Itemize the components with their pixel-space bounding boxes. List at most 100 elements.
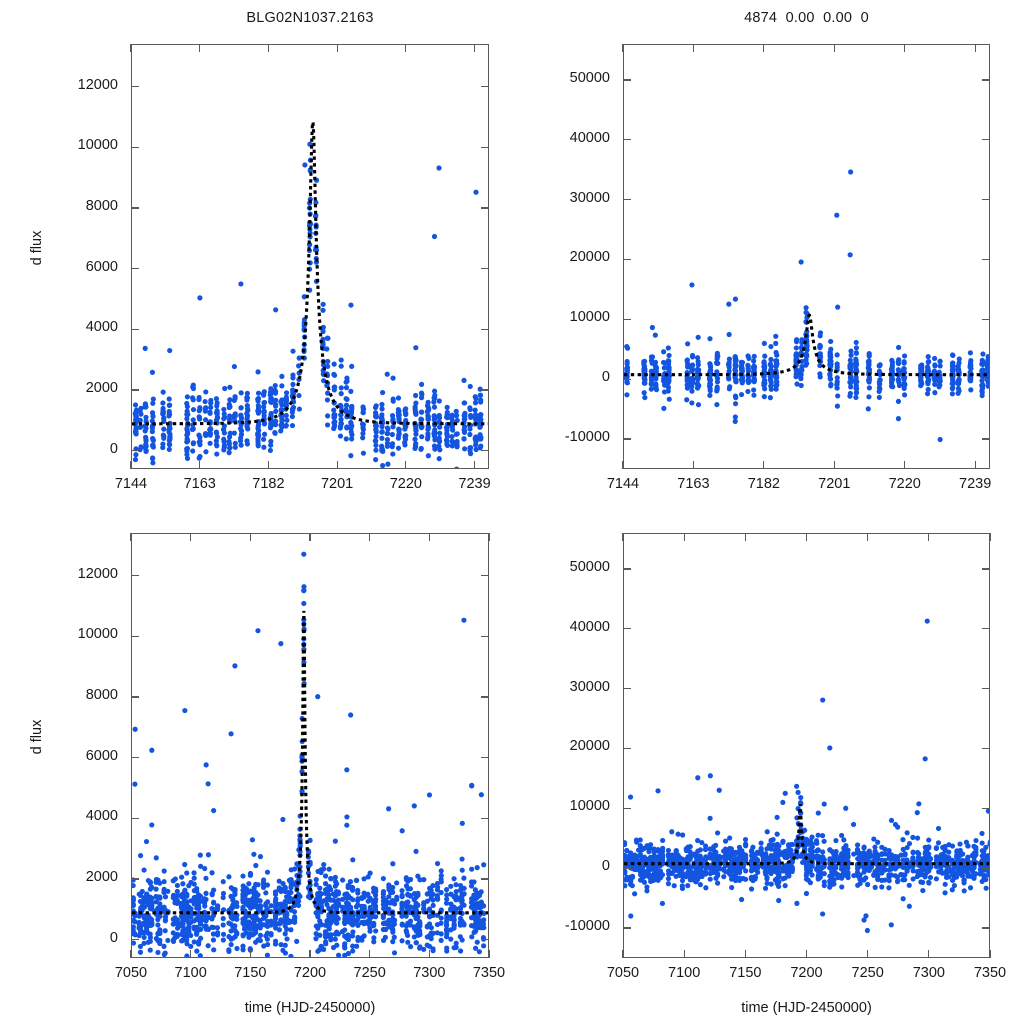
y-tick-mark [481, 939, 489, 941]
x-tick-mark [622, 533, 624, 541]
y-tick-mark [481, 574, 489, 577]
x-tick-mark [683, 950, 685, 958]
y-axis-title-top-left: d flux [29, 230, 45, 266]
x-tick-mark [622, 44, 624, 52]
x-tick-mark [249, 533, 251, 541]
y-tick-mark [623, 688, 631, 690]
x-tick-mark [473, 44, 476, 52]
x-tick-label: 7144 [606, 476, 640, 492]
y-tick-mark [131, 635, 139, 637]
x-tick-mark [989, 950, 991, 958]
y-tick-mark [131, 146, 139, 148]
x-tick-mark [867, 950, 869, 958]
x-tick-label: 7050 [114, 965, 148, 981]
y-tick-label: 0 [109, 929, 118, 946]
y-tick-mark [623, 867, 631, 869]
y-tick-mark [982, 438, 990, 440]
y-tick-mark [623, 258, 631, 261]
y-tick-label: 4000 [85, 319, 118, 336]
y-tick-mark [481, 450, 489, 452]
x-tick-label: 7239 [959, 476, 992, 492]
x-tick-mark [249, 950, 251, 958]
x-tick-mark [130, 461, 132, 469]
y-tick-mark [982, 568, 990, 570]
x-tick-mark [989, 533, 991, 541]
y-tick-mark [982, 199, 990, 201]
x-tick-label: 7220 [389, 476, 422, 492]
y-tick-mark [982, 867, 990, 869]
x-tick-mark [763, 461, 765, 469]
x-tick-mark [369, 533, 371, 541]
y-tick-mark [481, 635, 489, 637]
x-tick-mark [833, 44, 835, 52]
x-tick-mark [405, 461, 407, 469]
y-tick-label: 8000 [85, 197, 118, 214]
x-tick-label: 7239 [458, 476, 491, 492]
x-tick-label: 7163 [677, 476, 710, 492]
y-tick-label: 30000 [569, 678, 610, 695]
y-tick-mark [481, 328, 489, 330]
x-tick-mark [622, 950, 624, 958]
y-tick-mark [131, 696, 139, 698]
plot-canvas-top-right [624, 169, 989, 443]
x-tick-label: 7182 [747, 476, 780, 492]
x-tick-mark [267, 44, 269, 52]
y-tick-mark [982, 747, 990, 750]
y-tick-mark [623, 628, 631, 630]
y-tick-label: 4000 [85, 808, 118, 825]
y-tick-label: 10000 [569, 798, 610, 815]
x-tick-mark [267, 461, 269, 469]
y-tick-mark [623, 807, 631, 809]
y-tick-mark [982, 927, 990, 929]
y-tick-mark [131, 817, 139, 819]
y-tick-label: 12000 [77, 565, 118, 582]
y-tick-label: 40000 [569, 618, 610, 635]
x-tick-mark [974, 44, 976, 52]
plot-frame-bottom-right [623, 533, 990, 958]
y-tick-mark [131, 574, 139, 577]
x-tick-mark [683, 533, 685, 541]
y-tick-mark [623, 438, 631, 440]
y-tick-mark [982, 258, 990, 261]
x-tick-mark [190, 950, 192, 958]
x-tick-mark [805, 950, 808, 958]
y-tick-mark [982, 688, 990, 690]
x-tick-label: 7300 [413, 965, 446, 981]
y-tick-mark [131, 450, 139, 452]
y-tick-mark [481, 268, 489, 270]
x-tick-label: 7220 [888, 476, 921, 492]
x-tick-mark [369, 950, 371, 958]
y-tick-mark [131, 328, 139, 330]
x-tick-mark [622, 461, 624, 469]
y-axis-title-bottom-left: d flux [29, 719, 45, 755]
x-tick-mark [473, 461, 476, 469]
x-tick-mark [692, 44, 695, 52]
y-tick-mark [623, 139, 631, 141]
y-tick-mark [481, 817, 489, 819]
y-tick-label: 8000 [85, 686, 118, 703]
x-tick-mark [867, 533, 869, 541]
x-tick-mark [488, 533, 490, 541]
y-tick-label: 20000 [569, 249, 610, 266]
plot-frame-bottom-left [131, 533, 489, 958]
x-tick-mark [190, 533, 192, 541]
y-tick-mark [131, 757, 139, 759]
x-tick-mark [199, 461, 201, 469]
x-tick-label: 7100 [668, 965, 701, 981]
y-tick-label: 6000 [85, 747, 118, 764]
y-tick-label: 12000 [77, 76, 118, 93]
y-tick-mark [131, 939, 139, 941]
x-tick-mark [309, 533, 311, 541]
y-tick-mark [623, 927, 631, 929]
x-tick-mark [805, 533, 808, 541]
x-tick-label: 7144 [114, 476, 148, 492]
panel-title-left: BLG02N1037.2163 [246, 10, 374, 26]
x-tick-label: 7150 [729, 965, 762, 981]
y-tick-label: -10000 [564, 918, 610, 935]
y-tick-mark [982, 139, 990, 141]
y-tick-mark [131, 268, 139, 270]
y-tick-mark [481, 389, 489, 391]
y-tick-mark [481, 878, 489, 880]
plot-frame-top-right [623, 44, 990, 469]
